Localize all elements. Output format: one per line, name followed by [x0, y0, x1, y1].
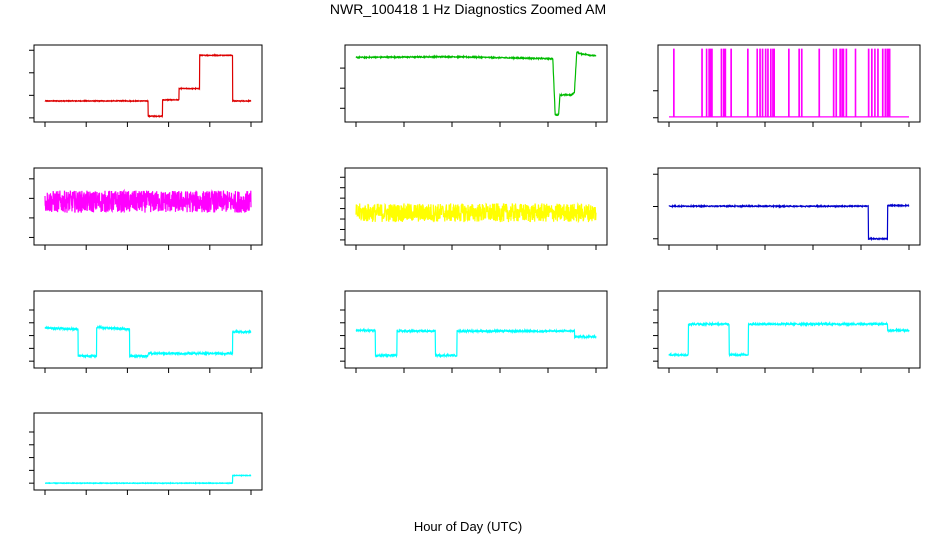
figure-title: NWR_100418 1 Hz Diagnostics Zoomed AM	[330, 1, 606, 17]
series-line-1	[45, 473, 252, 486]
series-line-1	[44, 324, 252, 360]
chart-panel	[29, 167, 263, 250]
plot-frame	[344, 44, 608, 123]
chart-panel	[29, 44, 263, 127]
chart-panel	[29, 412, 263, 495]
plot-frame	[33, 167, 263, 246]
series-line-1	[44, 188, 252, 213]
chart-panel	[653, 167, 921, 250]
series-line-1	[355, 201, 597, 224]
figure-x-axis-label: Hour of Day (UTC)	[414, 519, 522, 534]
plot-frame	[33, 44, 263, 123]
chart-panel	[29, 290, 263, 373]
series-line-1	[44, 53, 252, 119]
series-line-1	[668, 203, 910, 242]
series-line-1	[669, 48, 909, 118]
plot-frame	[33, 412, 263, 491]
plot-frame	[344, 290, 608, 369]
panels-container	[29, 44, 921, 495]
series-line-1	[355, 50, 597, 117]
plot-frame	[657, 44, 921, 123]
chart-panel	[340, 44, 608, 127]
chart-panel	[340, 167, 608, 250]
chart-panel	[653, 290, 921, 373]
chart-panel	[340, 290, 608, 373]
plot-frame	[344, 167, 608, 246]
series-line-1	[355, 327, 597, 359]
plot-frame	[657, 290, 921, 369]
plot-frame	[33, 290, 263, 369]
chart-panel	[653, 44, 921, 127]
series-line-1	[668, 320, 910, 358]
